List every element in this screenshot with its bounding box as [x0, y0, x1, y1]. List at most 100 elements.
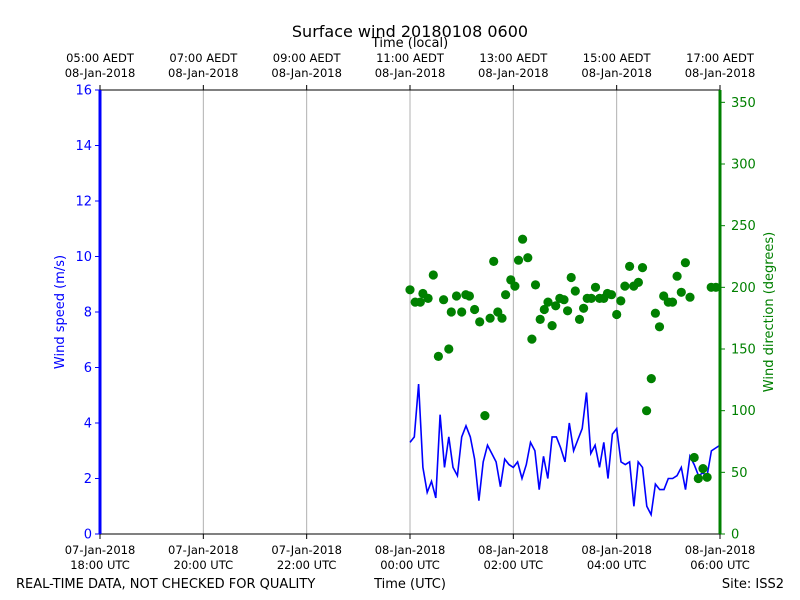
wind-direction-point — [698, 464, 708, 474]
wind-direction-point — [612, 309, 622, 320]
wind-direction-point — [547, 321, 557, 331]
wind-direction-point — [693, 473, 703, 484]
top-tick-time: 13:00 AEDT — [479, 51, 548, 65]
top-tick-date: 08-Jan-2018 — [65, 66, 136, 80]
grid-lines — [202, 90, 618, 534]
wind-direction-point — [475, 317, 485, 327]
left-tick-label: 14 — [75, 139, 92, 154]
wind-direction-point — [559, 295, 569, 305]
x-axis-label: Time (UTC) — [373, 577, 446, 592]
bottom-tick-time: 04:00 UTC — [587, 558, 647, 572]
wind-direction-point — [646, 374, 656, 384]
left-tick-label: 8 — [84, 306, 92, 321]
wind-direction-point — [405, 285, 415, 295]
plot-area — [405, 234, 721, 518]
wind-direction-point — [637, 263, 648, 273]
wind-direction-point — [539, 304, 549, 315]
wind-direction-point — [513, 255, 524, 265]
bottom-tick-time: 00:00 UTC — [380, 558, 440, 572]
wind-direction-point — [464, 291, 474, 301]
wind-direction-point — [439, 295, 449, 305]
bottom-tick-time: 20:00 UTC — [174, 558, 234, 572]
wind-direction-point — [501, 290, 511, 300]
wind-direction-point — [433, 351, 443, 361]
top-tick-time: 17:00 AEDT — [686, 51, 755, 65]
wind-direction-point — [510, 281, 520, 291]
top-tick-time: 11:00 AEDT — [376, 51, 445, 65]
top-tick-time: 09:00 AEDT — [273, 51, 342, 65]
wind-direction-point — [590, 282, 601, 292]
right-tick-label: 150 — [731, 343, 756, 358]
wind-direction-point — [667, 297, 678, 307]
wind-direction-point — [566, 272, 576, 283]
wind-direction-point — [543, 297, 553, 307]
wind-direction-point — [685, 292, 695, 302]
wind-direction-point — [563, 306, 573, 316]
wind-direction-point — [527, 334, 537, 344]
left-tick-label: 12 — [75, 195, 92, 210]
top-tick-date: 08-Jan-2018 — [375, 66, 446, 80]
wind-direction-point — [470, 304, 480, 315]
wind-direction-point — [633, 277, 644, 287]
left-tick-label: 2 — [84, 472, 92, 487]
bottom-tick-date: 08-Jan-2018 — [685, 543, 756, 557]
wind-direction-point — [606, 290, 617, 300]
wind-direction-point — [702, 472, 712, 482]
y-axis-label-right: Wind direction (degrees) — [762, 232, 777, 392]
wind-direction-point — [672, 271, 682, 281]
top-tick-date: 08-Jan-2018 — [271, 66, 342, 80]
wind-direction-point — [579, 303, 589, 313]
top-tick-time: 05:00 AEDT — [66, 51, 135, 65]
wind-direction-point — [574, 314, 585, 324]
wind-direction-point — [551, 301, 561, 311]
tick-labels: 0 2 4 6 8 10 12 14 16 0 50 100 150 200 250 300 350 07-Jan… — [65, 51, 756, 572]
wind-speed-line — [409, 384, 721, 518]
wind-direction-point — [444, 344, 454, 354]
right-tick-label: 250 — [731, 219, 756, 234]
top-axis-label: Time (local) — [371, 36, 448, 51]
left-tick-label: 10 — [75, 250, 92, 265]
bottom-tick-date: 07-Jan-2018 — [65, 543, 136, 557]
wind-direction-point — [480, 411, 490, 421]
y-axis-label-left: Wind speed (m/s) — [53, 255, 68, 369]
wind-direction-point — [428, 270, 438, 280]
top-tick-date: 08-Jan-2018 — [168, 66, 239, 80]
wind-direction-point — [451, 291, 462, 301]
top-tick-date: 08-Jan-2018 — [478, 66, 549, 80]
chart-title: Surface wind 20180108 0600 — [292, 22, 528, 41]
wind-direction-point — [642, 406, 652, 416]
wind-direction-point — [650, 308, 661, 318]
right-tick-label: 350 — [731, 96, 756, 111]
bottom-tick-time: 22:00 UTC — [277, 558, 337, 572]
left-tick-label: 6 — [84, 361, 92, 376]
top-tick-date: 08-Jan-2018 — [685, 66, 756, 80]
wind-direction-point — [711, 282, 721, 292]
wind-direction-point — [689, 452, 699, 463]
right-tick-label: 200 — [731, 281, 756, 296]
right-tick-label: 300 — [731, 158, 756, 173]
wind-direction-point — [530, 280, 541, 290]
wind-direction-point — [485, 313, 495, 323]
wind-direction-point — [535, 314, 545, 324]
wind-direction-point — [523, 253, 533, 263]
top-tick-time: 15:00 AEDT — [583, 51, 652, 65]
wind-direction-point — [680, 258, 691, 268]
left-tick-label: 16 — [75, 84, 92, 99]
wind-direction-point — [497, 313, 507, 323]
top-tick-time: 07:00 AEDT — [169, 51, 238, 65]
bottom-tick-time: 06:00 UTC — [690, 558, 750, 572]
wind-direction-point — [586, 293, 596, 303]
bottom-tick-date: 08-Jan-2018 — [478, 543, 549, 557]
bottom-tick-date: 08-Jan-2018 — [375, 543, 446, 557]
bottom-tick-date: 08-Jan-2018 — [581, 543, 652, 557]
wind-direction-point — [415, 297, 425, 307]
wind-direction-point — [446, 307, 456, 317]
wind-direction-point — [457, 307, 467, 317]
axes — [95, 85, 725, 539]
bottom-tick-time: 02:00 UTC — [484, 558, 544, 572]
right-tick-label: 50 — [731, 466, 748, 481]
wind-direction-point — [570, 286, 580, 296]
bottom-tick-date: 07-Jan-2018 — [271, 543, 342, 557]
bottom-tick-date: 07-Jan-2018 — [168, 543, 239, 557]
